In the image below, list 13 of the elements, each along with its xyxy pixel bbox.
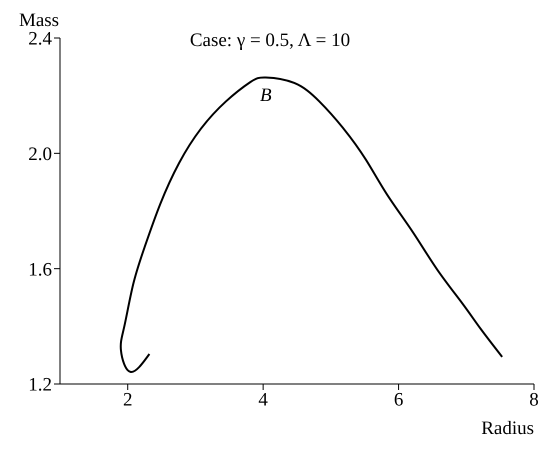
x-tick-label: 8 (529, 389, 539, 410)
x-tick-label: 2 (122, 389, 132, 410)
annotation: B (260, 84, 272, 106)
y-tick-label: 1.6 (28, 259, 52, 280)
annotation: Case: γ = 0.5, Λ = 10 (190, 30, 350, 51)
y-tick-label: 2.0 (28, 144, 52, 166)
x-tick-label: 6 (394, 389, 404, 410)
y-tick-label: 1.2 (28, 374, 52, 396)
line-series (120, 76, 504, 373)
x-tick-label: 4 (258, 389, 268, 410)
y-tick-label: 2.4 (28, 28, 52, 50)
x-axis-title: Radius (481, 418, 534, 439)
y-axis-title: Mass (18, 10, 60, 31)
